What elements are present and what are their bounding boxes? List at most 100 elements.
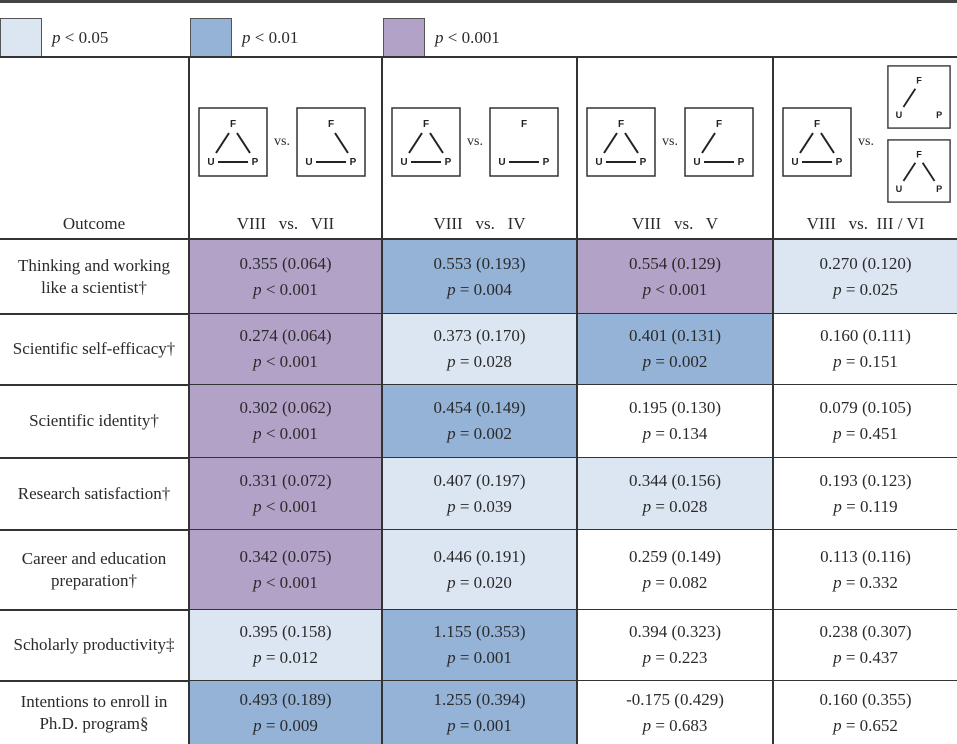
table-row: Career and education preparation† 0.342 (… bbox=[0, 530, 957, 609]
header-top-rule bbox=[0, 56, 957, 58]
estimate-value: 0.373 (0.170) bbox=[433, 326, 526, 345]
estimate-value: 1.155 (0.353) bbox=[433, 622, 526, 641]
estimate-cell: 0.373 (0.170) p = 0.028 bbox=[383, 314, 576, 384]
partial-diagram-icon: F U P bbox=[684, 107, 754, 177]
svg-text:F: F bbox=[328, 119, 334, 130]
table-row: Scholarly productivity‡ 0.395 (0.158) p = … bbox=[0, 610, 957, 680]
triangle-diagram-icon: F U P bbox=[391, 107, 461, 177]
outcome-label: Scholarly productivity‡ bbox=[13, 635, 175, 655]
estimate-value: 0.160 (0.355) bbox=[819, 689, 912, 709]
estimate-cell: 0.394 (0.323) p = 0.223 bbox=[578, 610, 772, 680]
triangle-diagram-icon: F U P bbox=[782, 107, 852, 177]
svg-text:P: P bbox=[252, 157, 259, 168]
table-row: Thinking and working like a scientist† 0.… bbox=[0, 240, 957, 313]
comparison-caption: VIII vs. V bbox=[631, 214, 719, 233]
legend-swatch-p05 bbox=[0, 18, 42, 58]
estimate-value: 0.195 (0.130) bbox=[628, 398, 722, 417]
outcome-label: Research satisfaction† bbox=[17, 483, 171, 503]
svg-text:F: F bbox=[521, 119, 527, 130]
p-value: p = 0.009 bbox=[253, 715, 318, 735]
estimate-value: 0.446 (0.191) bbox=[433, 546, 526, 566]
estimate-value: 1.255 (0.394) bbox=[433, 689, 526, 709]
estimate-cell: 0.553 (0.193) p = 0.004 bbox=[383, 240, 576, 313]
estimate-value: 0.274 (0.064) bbox=[239, 326, 332, 345]
header-col-2: F U P vs. F U P VIII vs. IV bbox=[383, 57, 576, 238]
legend-swatch-p01 bbox=[190, 18, 232, 58]
top-rule bbox=[0, 0, 957, 3]
legend-label-p001: p < 0.001 bbox=[435, 28, 500, 47]
comparison-caption: VIII vs. VII bbox=[236, 214, 335, 233]
p-value: p = 0.001 bbox=[447, 715, 512, 735]
estimate-cell: 0.331 (0.072) p < 0.001 bbox=[190, 458, 381, 529]
estimate-value: 0.342 (0.075) bbox=[239, 546, 332, 566]
outcome-column-header: Outcome bbox=[62, 214, 126, 233]
estimate-value: 0.344 (0.156) bbox=[628, 470, 722, 490]
estimate-cell: 0.193 (0.123) p = 0.119 bbox=[774, 458, 957, 529]
p-value: p = 0.119 bbox=[833, 496, 898, 516]
table-row: Scientific identity† 0.302 (0.062) p < 0.0… bbox=[0, 385, 957, 457]
p-value: p = 0.223 bbox=[642, 648, 708, 667]
svg-text:U: U bbox=[305, 157, 312, 168]
header-col-4: F U P vs. F U P F U P VIII vs. III / VI bbox=[774, 57, 957, 238]
p-value: p = 0.025 bbox=[833, 279, 898, 299]
p-value: p < 0.001 bbox=[253, 352, 318, 371]
svg-text:P: P bbox=[936, 184, 942, 194]
svg-text:F: F bbox=[916, 75, 922, 85]
svg-text:U: U bbox=[693, 157, 700, 168]
fu-diagram-icon: F U P bbox=[887, 65, 951, 129]
estimate-cell: 0.342 (0.075) p < 0.001 bbox=[190, 530, 381, 609]
estimate-value: 0.270 (0.120) bbox=[819, 253, 912, 273]
p-value: p < 0.001 bbox=[253, 424, 318, 443]
estimate-value: 0.554 (0.129) bbox=[628, 253, 722, 273]
estimate-cell: 0.274 (0.064) p < 0.001 bbox=[190, 314, 381, 384]
svg-text:U: U bbox=[896, 184, 903, 194]
estimate-cell: 0.446 (0.191) p = 0.020 bbox=[383, 530, 576, 609]
estimate-value: 0.394 (0.323) bbox=[628, 622, 722, 641]
table-row: Intentions to enroll in Ph.D. program§ 0.… bbox=[0, 681, 957, 744]
svg-text:U: U bbox=[791, 157, 798, 168]
vs-label: vs. bbox=[274, 134, 290, 149]
comparison-caption: VIII vs. IV bbox=[433, 214, 526, 233]
table-row: Research satisfaction† 0.331 (0.072) p < 0… bbox=[0, 458, 957, 529]
estimate-value: 0.407 (0.197) bbox=[433, 470, 526, 490]
estimate-value: 0.395 (0.158) bbox=[239, 622, 332, 641]
p-value: p = 0.082 bbox=[642, 572, 708, 592]
estimate-cell: 0.270 (0.120) p = 0.025 bbox=[774, 240, 957, 313]
col-divider bbox=[772, 57, 774, 744]
estimate-cell: 0.238 (0.307) p = 0.437 bbox=[774, 610, 957, 680]
legend-item-p05: p < 0.05 bbox=[0, 18, 108, 58]
p-value: p = 0.028 bbox=[447, 352, 512, 371]
estimate-cell: 0.079 (0.105) p = 0.451 bbox=[774, 385, 957, 457]
triangle-diagram-icon: F U P bbox=[198, 107, 268, 177]
svg-text:F: F bbox=[230, 119, 236, 130]
estimate-cell: 0.407 (0.197) p = 0.039 bbox=[383, 458, 576, 529]
p-value: p = 0.028 bbox=[642, 496, 708, 516]
svg-text:F: F bbox=[618, 119, 624, 130]
outcome-label: Thinking and working like a scientist† bbox=[17, 256, 171, 297]
svg-text:P: P bbox=[738, 157, 745, 168]
p-value: p = 0.002 bbox=[447, 424, 512, 443]
partial-diagram-icon: F U P bbox=[296, 107, 366, 177]
svg-text:F: F bbox=[716, 119, 722, 130]
svg-text:F: F bbox=[423, 119, 429, 130]
svg-text:P: P bbox=[445, 157, 452, 168]
estimate-value: 0.493 (0.189) bbox=[239, 689, 332, 709]
svg-text:U: U bbox=[207, 157, 214, 168]
p-value: p = 0.012 bbox=[253, 648, 318, 667]
estimate-cell: 0.355 (0.064) p < 0.001 bbox=[190, 240, 381, 313]
outcome-label: Scientific identity† bbox=[29, 411, 159, 431]
estimate-cell: 0.259 (0.149) p = 0.082 bbox=[578, 530, 772, 609]
p-value: p = 0.002 bbox=[642, 352, 708, 371]
estimate-cell: 1.155 (0.353) p = 0.001 bbox=[383, 610, 576, 680]
svg-text:P: P bbox=[543, 157, 550, 168]
estimate-value: 0.331 (0.072) bbox=[239, 470, 332, 490]
svg-text:P: P bbox=[640, 157, 647, 168]
estimate-cell: 0.195 (0.130) p = 0.134 bbox=[578, 385, 772, 457]
comparison-caption: VIII vs. III / VI bbox=[806, 214, 925, 233]
p-value: p = 0.151 bbox=[833, 352, 898, 371]
estimate-cell: 0.302 (0.062) p < 0.001 bbox=[190, 385, 381, 457]
estimate-cell: 0.344 (0.156) p = 0.028 bbox=[578, 458, 772, 529]
p-value: p = 0.683 bbox=[642, 715, 708, 735]
svg-text:P: P bbox=[936, 110, 942, 120]
svg-text:F: F bbox=[814, 119, 820, 130]
